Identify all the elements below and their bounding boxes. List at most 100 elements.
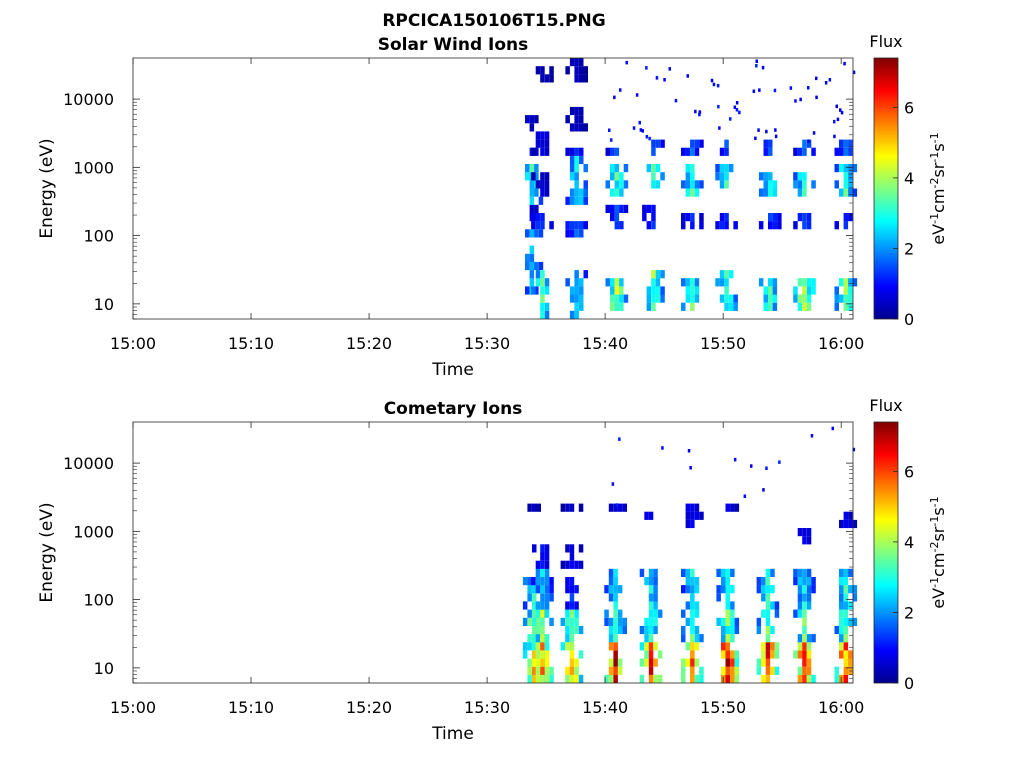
heatmap-cell (839, 568, 844, 577)
heatmap-cell (690, 568, 695, 577)
heatmap-cell (532, 674, 537, 683)
heatmap-cell (614, 294, 620, 303)
heatmap-cell (610, 302, 615, 311)
heatmap-cell (843, 164, 849, 173)
figure-title: RPCICA150106T15.PNG (382, 11, 605, 31)
heatmap-cell (655, 294, 661, 303)
heatmap-cell (529, 196, 535, 205)
heatmap-cell (651, 164, 656, 173)
x-axis-label: Time (431, 360, 474, 380)
heatmap-cell (569, 593, 575, 602)
heatmap-cell (549, 585, 554, 594)
heatmap-cell (565, 115, 570, 124)
heatmap-cell (540, 213, 545, 222)
heatmap-cell (608, 642, 614, 651)
heatmap-cell (730, 503, 735, 512)
heatmap-cell (839, 519, 844, 529)
heatmap-cell (834, 286, 839, 295)
heatmap-cell (843, 302, 849, 311)
heatmap-cell (806, 650, 812, 659)
heatmap-cell (540, 302, 545, 311)
heatmap-cell (535, 650, 541, 659)
heatmap-cell (613, 568, 618, 577)
heatmap-cell (765, 593, 771, 602)
heatmap-cell (549, 221, 554, 230)
heatmap-cell (752, 89, 756, 93)
heatmap-cell (534, 188, 539, 197)
heatmap-cell (848, 147, 853, 156)
heatmap-cell (610, 188, 615, 197)
heatmap-cell (565, 634, 570, 643)
heatmap-cell (839, 617, 844, 626)
heatmap-cell (565, 609, 570, 618)
heatmap-cell (579, 229, 584, 238)
heatmap-cell (614, 188, 620, 197)
heatmap-cell (690, 585, 695, 594)
heatmap-cell (525, 164, 530, 173)
heatmap-cells (525, 58, 858, 319)
heatmap-cell (651, 221, 656, 230)
heatmap-cell (655, 286, 661, 295)
heatmap-cell (797, 674, 803, 683)
heatmap-cell (839, 650, 844, 659)
heatmap-cell (565, 601, 570, 610)
heatmap-cell (686, 74, 689, 78)
heatmap-cell (721, 617, 726, 626)
heatmap-cell (694, 642, 700, 651)
heatmap-cell (613, 674, 618, 683)
heatmap-cell (623, 294, 629, 303)
heatmap-cell (806, 593, 812, 602)
heatmap-cell (797, 188, 803, 197)
heatmap-cell (765, 658, 771, 667)
heatmap-cell (797, 593, 803, 602)
heatmap-cell (806, 221, 812, 230)
heatmap-cell (651, 286, 656, 295)
heatmap-cell (793, 294, 798, 303)
heatmap-cell (648, 634, 654, 643)
heatmap-cell (544, 666, 550, 675)
heatmap-cell (690, 164, 695, 173)
heatmap-cell (806, 278, 812, 287)
heatmap-cell (544, 560, 550, 569)
heatmap-cell (848, 650, 853, 659)
heatmap-cell (569, 585, 575, 594)
heatmap-cell (644, 650, 649, 659)
heatmap-cell (613, 650, 618, 659)
heatmap-cell (833, 134, 836, 139)
heatmap-cell (540, 585, 545, 594)
axes-frame (132, 421, 854, 684)
heatmap-cell (725, 674, 730, 683)
heatmap-cell (770, 625, 775, 635)
heatmap-cell (651, 278, 656, 287)
heatmap-cell (569, 155, 575, 165)
heatmap-cell (733, 457, 737, 462)
heatmap-cell (834, 164, 839, 173)
heatmap-cell (681, 278, 686, 287)
heatmap-cell (725, 634, 730, 643)
heatmap-cell (531, 221, 536, 230)
heatmap-cell (848, 617, 853, 626)
heatmap-cell (802, 674, 807, 683)
heatmap-cell (578, 560, 584, 569)
heatmap-cell (534, 204, 539, 213)
heatmap-cell (583, 221, 588, 230)
heatmap-cell (724, 147, 729, 156)
heatmap-cell (725, 642, 730, 651)
heatmap-cell (834, 302, 839, 311)
heatmap-cell (724, 221, 729, 230)
heatmap-cell (681, 585, 686, 594)
heatmap-cell (699, 213, 704, 222)
heatmap-cell (544, 310, 550, 319)
heatmap-cell (653, 674, 658, 683)
heatmap-cell (806, 294, 812, 303)
heatmap-cell (802, 617, 807, 626)
heatmap-cell (761, 609, 766, 618)
heatmap-cell (535, 601, 541, 610)
heatmap-cell (531, 286, 536, 295)
heatmap-cell (729, 117, 732, 121)
heatmap-cell (613, 95, 616, 100)
heatmap-cell (574, 617, 579, 626)
heatmap-cell (770, 568, 775, 577)
heatmap-cell (848, 286, 853, 295)
heatmap-cell (565, 503, 570, 512)
